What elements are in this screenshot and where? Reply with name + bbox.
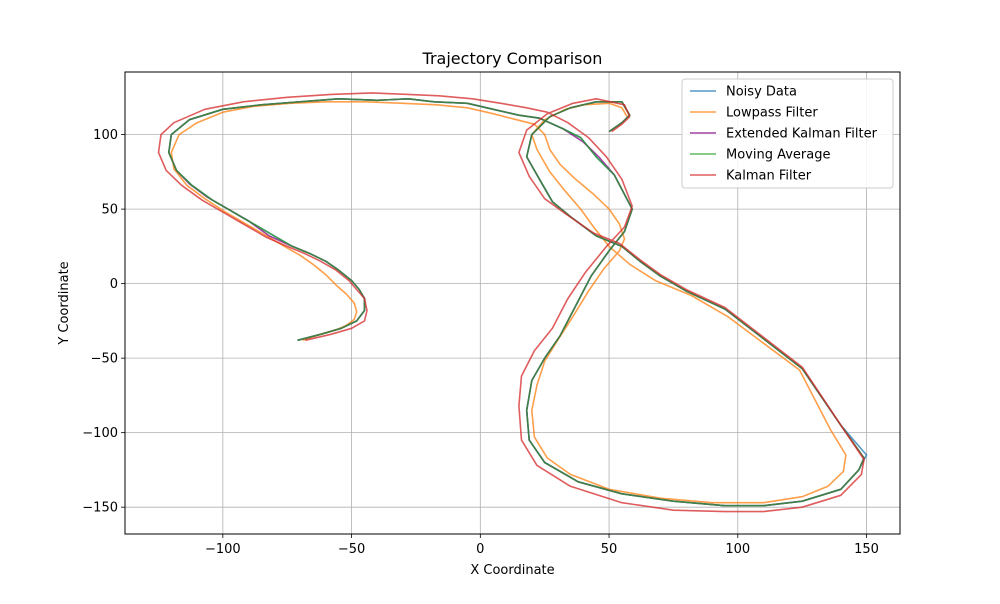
y-tick-label: 50 xyxy=(101,203,118,218)
x-axis-label: X Coordinate xyxy=(470,563,554,578)
x-tick-label: 0 xyxy=(476,542,484,557)
y-tick-label: −150 xyxy=(82,501,118,516)
series-line-1 xyxy=(170,101,847,504)
x-tick-label: 150 xyxy=(854,542,879,557)
legend-label: Kalman Filter xyxy=(726,169,812,184)
y-axis-label: Y Coordinate xyxy=(57,261,72,345)
x-tick-label: −100 xyxy=(205,542,241,557)
y-tick-label: 0 xyxy=(110,277,118,292)
y-tick-label: 100 xyxy=(93,128,118,143)
legend-label: Moving Average xyxy=(726,148,830,163)
series-line-4 xyxy=(157,92,865,513)
x-tick-label: −50 xyxy=(338,542,365,557)
axes-frame xyxy=(124,71,901,535)
y-tick-label: −100 xyxy=(82,426,118,441)
grid-lines xyxy=(125,72,900,534)
legend-box xyxy=(681,78,894,189)
series-layer xyxy=(157,92,868,513)
series-line-3 xyxy=(168,98,865,507)
chart-title: Trajectory Comparison xyxy=(422,49,603,68)
legend-label: Lowpass Filter xyxy=(726,106,818,121)
legend: Noisy Data Lowpass Filter Extended Kalman … xyxy=(681,78,894,189)
y-tick-label: −50 xyxy=(91,352,118,367)
x-tick-label: 50 xyxy=(601,542,618,557)
legend-label: Noisy Data xyxy=(726,85,797,100)
legend-label: Extended Kalman Filter xyxy=(726,127,878,142)
tick-layer: −100 −50 0 50 100 150 −150 −100 −50 0 50 100 xyxy=(82,128,879,557)
x-tick-label: 100 xyxy=(725,542,750,557)
